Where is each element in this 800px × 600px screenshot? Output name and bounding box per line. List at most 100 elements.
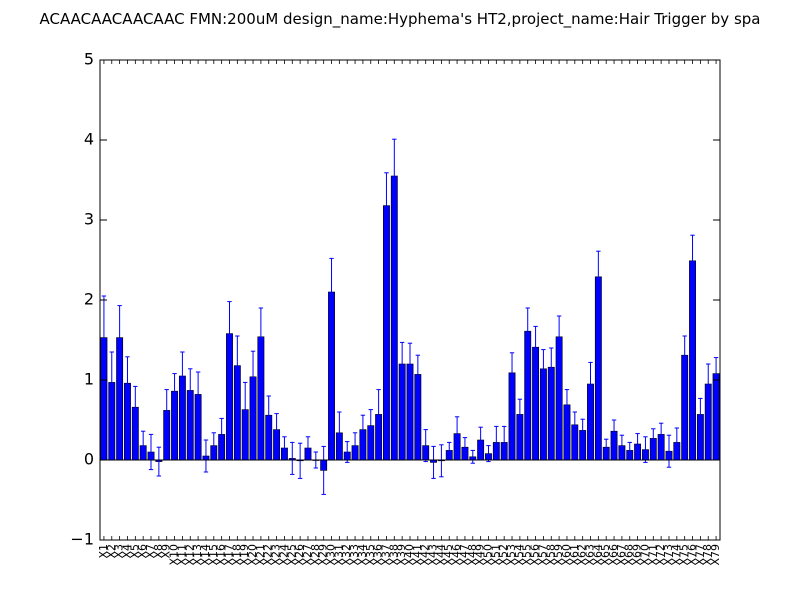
x-tick-label: X46 (450, 544, 463, 566)
x-tick-label: X64 (591, 544, 604, 566)
error-bar (164, 389, 169, 432)
x-tick-label: X15 (207, 544, 220, 566)
error-bar (407, 342, 413, 386)
x-tick-label: X25 (285, 544, 298, 566)
bar (383, 205, 390, 461)
error-bar (125, 356, 130, 411)
bar (689, 260, 696, 461)
x-tick-label: X32 (340, 544, 353, 566)
x-tick-label: X14 (199, 544, 212, 566)
x-tick-label: X6 (136, 544, 149, 559)
error-bar (117, 305, 122, 371)
x-tick-label: X19 (238, 544, 251, 566)
error-bar (439, 444, 444, 478)
error-bar (423, 429, 428, 463)
bar-series (100, 175, 720, 471)
error-bar (658, 422, 664, 447)
x-tick-label: X57 (536, 544, 549, 566)
x-tick-label: X65 (599, 544, 612, 566)
x-tick-label: X33 (348, 544, 361, 566)
error-bar (156, 446, 162, 477)
error-bars (101, 138, 719, 495)
error-bar (643, 436, 648, 463)
error-bar (305, 436, 311, 460)
error-bar (447, 441, 452, 459)
error-bar (274, 413, 279, 447)
error-bar (674, 427, 680, 458)
x-tick-label: X53 (505, 544, 518, 566)
error-bar (525, 307, 530, 355)
error-bar (235, 335, 240, 396)
error-bar (666, 434, 672, 468)
error-bar (211, 432, 216, 459)
x-tick-label: X26 (293, 544, 306, 566)
y-tick-label: 5 (84, 50, 94, 69)
x-tick-label: X48 (466, 544, 479, 566)
error-bar (337, 411, 342, 455)
error-bar (376, 389, 381, 440)
error-bar (392, 138, 397, 214)
error-bar (478, 426, 483, 454)
bar (594, 276, 602, 461)
error-bar (101, 295, 107, 380)
error-bar (541, 349, 546, 389)
error-bar (195, 371, 201, 418)
x-tick-label: X51 (489, 544, 502, 566)
x-tick-label: X8 (152, 544, 165, 559)
error-bar (501, 425, 507, 459)
error-bar (454, 416, 460, 451)
error-bar (556, 315, 562, 359)
error-bar (470, 449, 475, 464)
error-bar (635, 433, 640, 455)
error-bar (415, 354, 421, 395)
x-tick-label: X73 (662, 544, 675, 566)
error-bar (682, 335, 687, 375)
x-tick-label: X61 (568, 544, 581, 566)
error-bar (360, 414, 366, 445)
x-tick-label: X47 (458, 544, 471, 566)
x-tick-label: X23 (270, 544, 283, 566)
x-tick-label: X22 (262, 544, 275, 566)
x-tick-label: X13 (191, 544, 204, 566)
x-tick-label: X78 (701, 544, 714, 566)
x-tick-label: X69 (631, 544, 644, 566)
x-tick-label: X59 (552, 544, 565, 566)
x-tick-label: X58 (544, 544, 557, 566)
y-tick-label: 1 (84, 370, 94, 389)
x-tick-label: X34 (356, 544, 369, 566)
y-tick-label: −1 (70, 530, 94, 549)
x-tick-label: X38 (387, 544, 400, 566)
error-bar (219, 417, 224, 451)
x-tick-label: X68 (623, 544, 636, 566)
x-tick-label: X37 (379, 544, 392, 566)
x-tick-label: X44 (434, 544, 447, 566)
error-bar (180, 351, 185, 401)
error-bar (596, 250, 601, 303)
x-tick-label: X24 (277, 544, 290, 566)
error-bar (282, 436, 287, 460)
x-tick-label: X60 (560, 544, 573, 566)
error-bar (517, 398, 523, 431)
x-tick-label: X79 (709, 544, 722, 566)
y-axis: −1 0 1 2 3 4 5 (70, 50, 720, 549)
error-bar (227, 301, 232, 367)
error-bar (713, 357, 719, 391)
plot-frame (99, 59, 721, 541)
error-bar (109, 351, 114, 414)
error-bar (188, 368, 193, 413)
error-bar (384, 172, 389, 239)
x-tick-label: X12 (183, 544, 196, 566)
error-bar (494, 425, 499, 459)
x-tick-label: X3 (113, 544, 126, 559)
chart-title: ACAACAACAACAAC FMN:200uM design_name:Hyp… (40, 10, 761, 29)
x-tick-label: X40 (403, 544, 416, 566)
x-tick-label: X20 (246, 544, 259, 566)
error-bar (564, 389, 570, 421)
error-bar (549, 347, 554, 387)
x-tick-label: X16 (215, 544, 228, 566)
x-tick-label: X21 (254, 544, 267, 566)
error-bar (627, 441, 632, 459)
x-tick-label: X43 (427, 544, 440, 566)
x-tick-label: X72 (654, 544, 667, 566)
